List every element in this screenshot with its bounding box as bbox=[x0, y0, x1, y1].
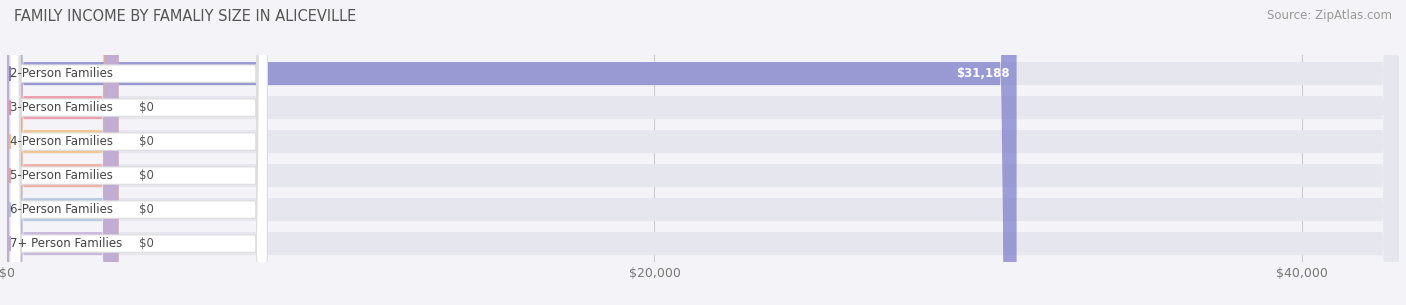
FancyBboxPatch shape bbox=[7, 0, 1399, 305]
FancyBboxPatch shape bbox=[10, 0, 267, 305]
Text: $0: $0 bbox=[139, 237, 155, 250]
FancyBboxPatch shape bbox=[7, 0, 1399, 305]
Text: 5-Person Families: 5-Person Families bbox=[10, 169, 112, 182]
FancyBboxPatch shape bbox=[7, 0, 1017, 305]
Text: 2-Person Families: 2-Person Families bbox=[10, 67, 112, 80]
FancyBboxPatch shape bbox=[10, 0, 267, 305]
Text: $0: $0 bbox=[139, 169, 155, 182]
Text: $0: $0 bbox=[139, 135, 155, 148]
Text: FAMILY INCOME BY FAMALIY SIZE IN ALICEVILLE: FAMILY INCOME BY FAMALIY SIZE IN ALICEVI… bbox=[14, 9, 356, 24]
FancyBboxPatch shape bbox=[10, 0, 267, 305]
Text: 7+ Person Families: 7+ Person Families bbox=[10, 237, 122, 250]
FancyBboxPatch shape bbox=[7, 0, 1399, 305]
FancyBboxPatch shape bbox=[7, 0, 118, 305]
Text: $0: $0 bbox=[139, 101, 155, 114]
Text: 4-Person Families: 4-Person Families bbox=[10, 135, 112, 148]
FancyBboxPatch shape bbox=[7, 0, 118, 305]
FancyBboxPatch shape bbox=[7, 0, 1399, 305]
FancyBboxPatch shape bbox=[10, 0, 267, 305]
FancyBboxPatch shape bbox=[7, 0, 118, 305]
Text: 3-Person Families: 3-Person Families bbox=[10, 101, 112, 114]
FancyBboxPatch shape bbox=[7, 0, 118, 305]
Text: 6-Person Families: 6-Person Families bbox=[10, 203, 112, 216]
FancyBboxPatch shape bbox=[7, 0, 118, 305]
Text: $0: $0 bbox=[139, 203, 155, 216]
FancyBboxPatch shape bbox=[10, 0, 267, 305]
FancyBboxPatch shape bbox=[10, 0, 267, 305]
FancyBboxPatch shape bbox=[7, 0, 1399, 305]
Text: Source: ZipAtlas.com: Source: ZipAtlas.com bbox=[1267, 9, 1392, 22]
FancyBboxPatch shape bbox=[7, 0, 1399, 305]
Text: $31,188: $31,188 bbox=[956, 67, 1010, 80]
